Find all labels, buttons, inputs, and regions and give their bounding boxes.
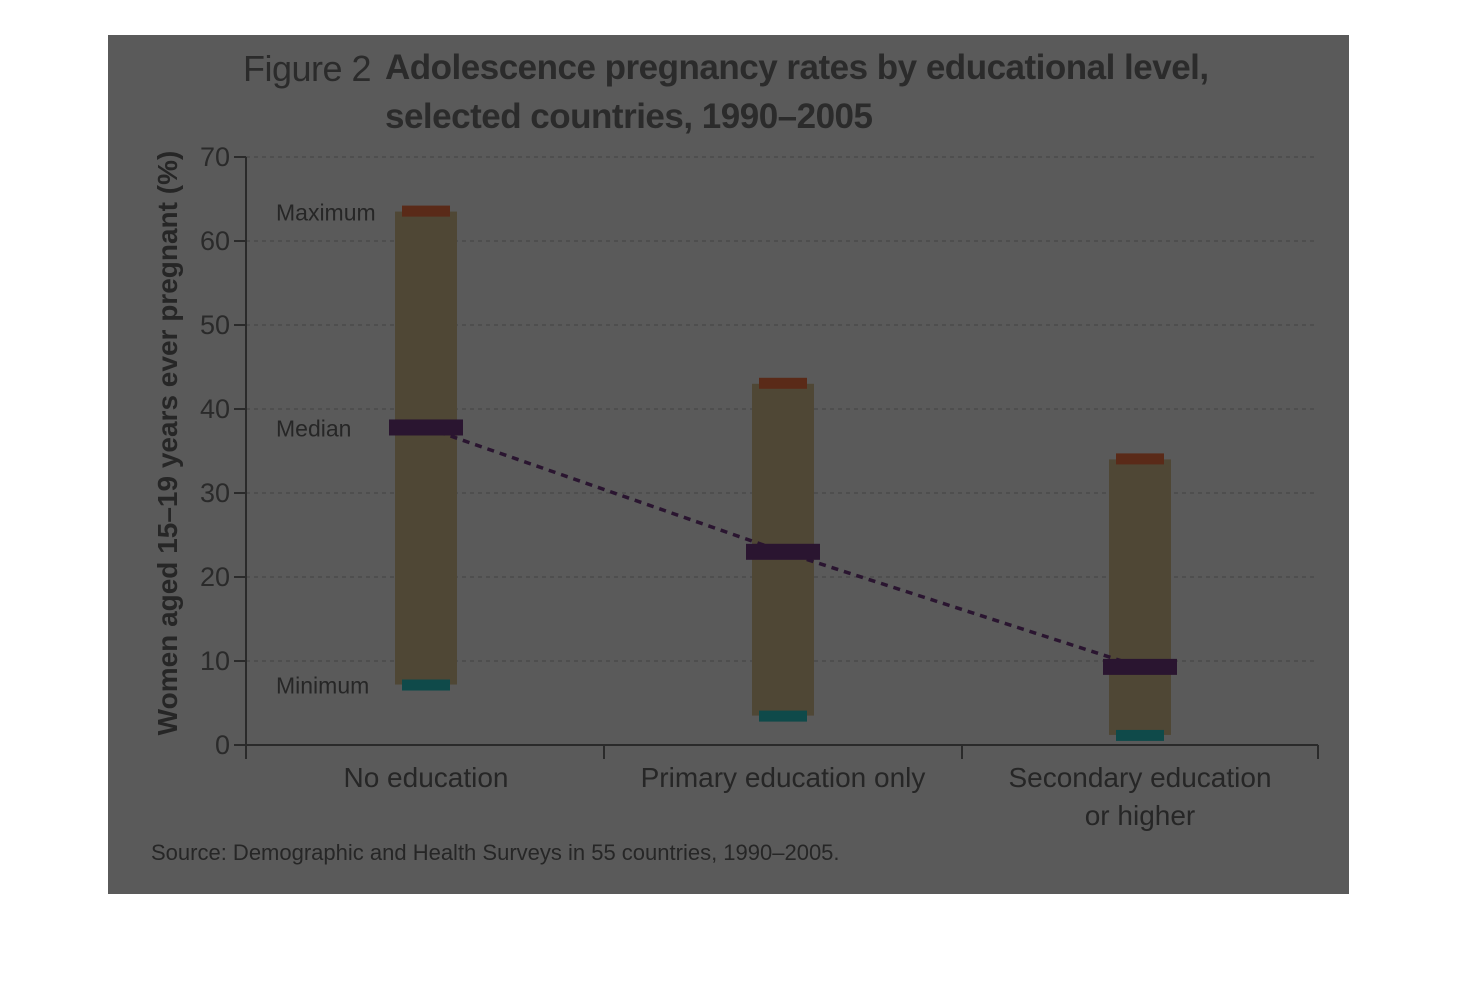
minimum-label: Minimum [276,673,369,699]
minimum-marker [1116,729,1164,741]
category-label: or higher [1085,800,1196,831]
median-marker [746,543,820,560]
category-label: No education [343,762,508,793]
maximum-marker [402,205,450,217]
median-marker [1103,658,1177,675]
y-tick-label: 20 [200,562,230,592]
range-bar [395,211,457,685]
y-tick-label: 40 [200,394,230,424]
maximum-label: Maximum [276,200,376,226]
y-tick-label: 10 [200,646,230,676]
y-tick-label: 0 [215,730,230,760]
median-label: Median [276,415,351,441]
y-tick-label: 60 [200,226,230,256]
median-marker [389,419,463,436]
range-bar [1109,459,1171,735]
chart-title-line-1: Adolescence pregnancy rates by education… [385,48,1209,87]
maximum-marker [1116,453,1164,465]
y-tick-label: 70 [200,142,230,172]
y-tick-label: 30 [200,478,230,508]
category-label: Secondary education [1008,762,1271,793]
figure-label: Figure 2 [243,48,372,89]
category-label: Primary education only [641,762,926,793]
minimum-marker [759,710,807,722]
source-note: Source: Demographic and Health Surveys i… [151,840,840,865]
y-tick-label: 50 [200,310,230,340]
chart-title-line-2: selected countries, 1990–2005 [385,97,873,136]
minimum-marker [402,679,450,691]
maximum-marker [759,377,807,389]
